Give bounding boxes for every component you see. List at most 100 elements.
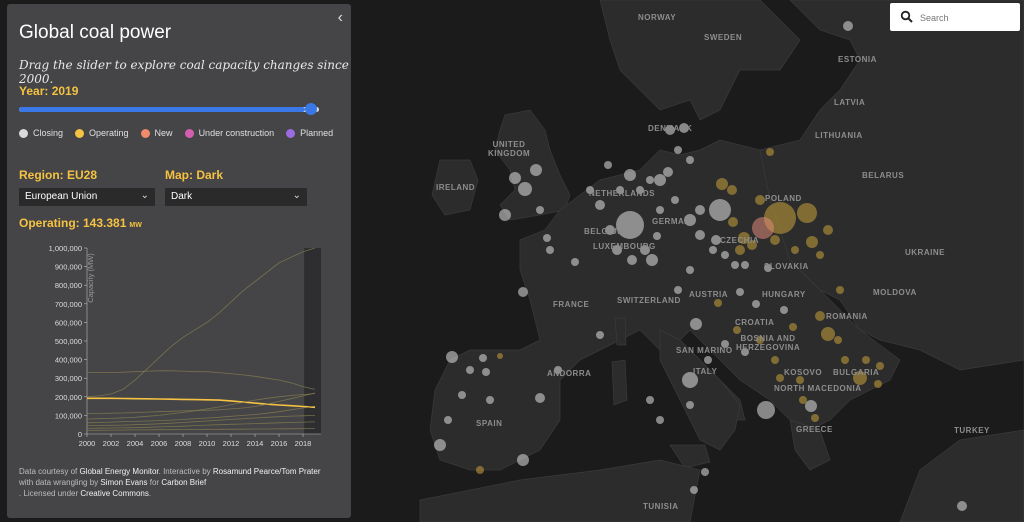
power-plant-marker[interactable]	[636, 186, 644, 194]
power-plant-marker[interactable]	[728, 217, 738, 227]
power-plant-marker[interactable]	[695, 230, 705, 240]
power-plant-marker[interactable]	[654, 174, 666, 186]
power-plant-marker[interactable]	[686, 156, 694, 164]
power-plant-marker[interactable]	[517, 454, 529, 466]
power-plant-marker[interactable]	[876, 362, 884, 370]
power-plant-marker[interactable]	[752, 217, 774, 239]
power-plant-marker[interactable]	[665, 125, 675, 135]
power-plant-marker[interactable]	[789, 323, 797, 331]
power-plant-marker[interactable]	[509, 172, 521, 184]
power-plant-marker[interactable]	[836, 286, 844, 294]
power-plant-marker[interactable]	[776, 374, 784, 382]
power-plant-marker[interactable]	[434, 439, 446, 451]
slider-thumb[interactable]	[305, 103, 317, 115]
power-plant-marker[interactable]	[536, 206, 544, 214]
power-plant-marker[interactable]	[843, 21, 853, 31]
power-plant-marker[interactable]	[780, 306, 788, 314]
credit-link-authors[interactable]: Rosamund Pearce/Tom Prater	[212, 467, 321, 476]
power-plant-marker[interactable]	[741, 261, 749, 269]
power-plant-marker[interactable]	[701, 468, 709, 476]
power-plant-marker[interactable]	[805, 400, 817, 412]
power-plant-marker[interactable]	[770, 235, 780, 245]
power-plant-marker[interactable]	[653, 232, 661, 240]
power-plant-marker[interactable]	[738, 232, 750, 244]
power-plant-marker[interactable]	[841, 356, 849, 364]
power-plant-marker[interactable]	[674, 146, 682, 154]
power-plant-marker[interactable]	[482, 368, 490, 376]
power-plant-marker[interactable]	[640, 245, 650, 255]
power-plant-marker[interactable]	[755, 195, 765, 205]
power-plant-marker[interactable]	[709, 246, 717, 254]
power-plant-marker[interactable]	[674, 286, 682, 294]
power-plant-marker[interactable]	[444, 416, 452, 424]
power-plant-marker[interactable]	[624, 169, 636, 181]
power-plant-marker[interactable]	[714, 299, 722, 307]
power-plant-marker[interactable]	[764, 264, 772, 272]
power-plant-marker[interactable]	[816, 251, 824, 259]
power-plant-marker[interactable]	[596, 331, 604, 339]
power-plant-marker[interactable]	[823, 225, 833, 235]
power-plant-marker[interactable]	[682, 372, 698, 388]
power-plant-marker[interactable]	[671, 196, 679, 204]
power-plant-marker[interactable]	[711, 235, 721, 245]
power-plant-marker[interactable]	[571, 258, 579, 266]
power-plant-marker[interactable]	[486, 396, 494, 404]
power-plant-marker[interactable]	[796, 376, 804, 384]
power-plant-marker[interactable]	[646, 396, 654, 404]
power-plant-marker[interactable]	[686, 401, 694, 409]
power-plant-marker[interactable]	[811, 414, 819, 422]
map-style-select[interactable]: Dark ⌄	[165, 188, 307, 206]
power-plant-marker[interactable]	[686, 266, 694, 274]
power-plant-marker[interactable]	[518, 287, 528, 297]
power-plant-marker[interactable]	[771, 356, 779, 364]
power-plant-marker[interactable]	[957, 501, 967, 511]
power-plant-marker[interactable]	[476, 466, 484, 474]
power-plant-marker[interactable]	[695, 205, 705, 215]
power-plant-marker[interactable]	[862, 356, 870, 364]
credit-link-carbon-brief[interactable]: Carbon Brief	[161, 478, 207, 487]
power-plant-marker[interactable]	[605, 225, 615, 235]
power-plant-marker[interactable]	[466, 366, 474, 374]
power-plant-marker[interactable]	[446, 351, 458, 363]
power-plant-marker[interactable]	[733, 326, 741, 334]
power-plant-marker[interactable]	[797, 203, 817, 223]
power-plant-marker[interactable]	[679, 123, 689, 133]
power-plant-marker[interactable]	[815, 311, 825, 321]
power-plant-marker[interactable]	[721, 340, 729, 348]
power-plant-marker[interactable]	[791, 246, 799, 254]
power-plant-marker[interactable]	[518, 182, 532, 196]
power-plant-marker[interactable]	[604, 161, 612, 169]
power-plant-marker[interactable]	[684, 214, 696, 226]
power-plant-marker[interactable]	[716, 178, 728, 190]
power-plant-marker[interactable]	[766, 148, 774, 156]
credit-link-simon-evans[interactable]: Simon Evans	[100, 478, 148, 487]
power-plant-marker[interactable]	[646, 254, 658, 266]
power-plant-marker[interactable]	[853, 371, 867, 385]
power-plant-marker[interactable]	[554, 366, 562, 374]
power-plant-marker[interactable]	[690, 486, 698, 494]
year-slider[interactable]	[19, 103, 319, 115]
power-plant-marker[interactable]	[735, 245, 745, 255]
power-plant-marker[interactable]	[586, 186, 594, 194]
power-plant-marker[interactable]	[616, 186, 624, 194]
power-plant-marker[interactable]	[757, 401, 775, 419]
power-plant-marker[interactable]	[834, 336, 842, 344]
power-plant-marker[interactable]	[747, 240, 757, 250]
power-plant-marker[interactable]	[530, 164, 542, 176]
power-plant-marker[interactable]	[731, 261, 739, 269]
power-plant-marker[interactable]	[499, 209, 511, 221]
power-plant-marker[interactable]	[756, 336, 764, 344]
power-plant-marker[interactable]	[616, 211, 644, 239]
power-plant-marker[interactable]	[806, 236, 818, 248]
search-input[interactable]	[918, 8, 1018, 28]
power-plant-marker[interactable]	[704, 356, 712, 364]
power-plant-marker[interactable]	[546, 246, 554, 254]
power-plant-marker[interactable]	[690, 318, 702, 330]
power-plant-marker[interactable]	[497, 353, 503, 359]
power-plant-marker[interactable]	[595, 200, 605, 210]
power-plant-marker[interactable]	[752, 300, 760, 308]
power-plant-marker[interactable]	[543, 234, 551, 242]
power-plant-marker[interactable]	[663, 167, 673, 177]
power-plant-marker[interactable]	[741, 348, 749, 356]
power-plant-marker[interactable]	[656, 416, 664, 424]
